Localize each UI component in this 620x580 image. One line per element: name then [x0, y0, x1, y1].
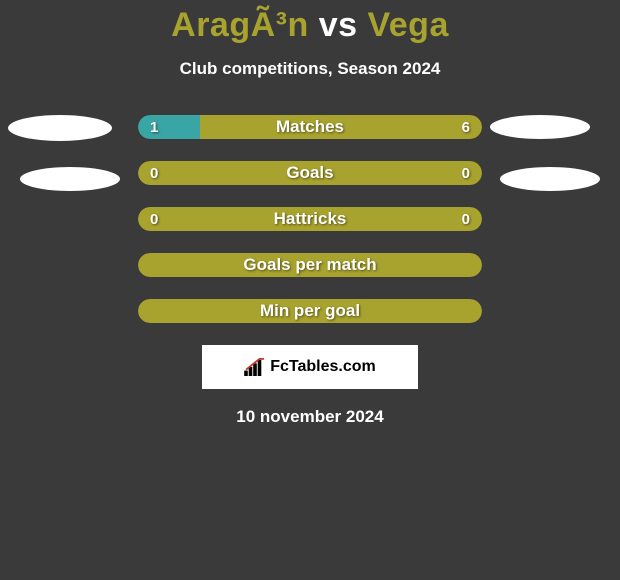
- stat-row: Min per goal: [138, 299, 482, 323]
- stat-row: 00Goals: [138, 161, 482, 185]
- brand-logo: FcTables.com: [244, 358, 376, 376]
- player1-badge-bottom: [20, 167, 120, 191]
- stat-label: Hattricks: [138, 207, 482, 231]
- stat-row: Goals per match: [138, 253, 482, 277]
- brand-text: FcTables.com: [270, 358, 376, 376]
- player1-name: AragÃ³n: [171, 6, 309, 44]
- stat-label: Goals per match: [138, 253, 482, 277]
- footer-brand-box[interactable]: FcTables.com: [202, 345, 418, 389]
- player2-name: Vega: [367, 6, 448, 44]
- player1-badge-top: [8, 115, 112, 141]
- bars-icon: [244, 358, 266, 376]
- stat-label: Min per goal: [138, 299, 482, 323]
- stat-rows: 16Matches 00Goals 00Hattricks Goals per mat…: [138, 115, 482, 323]
- vs-text: vs: [309, 6, 368, 44]
- date-text: 10 november 2024: [0, 407, 620, 427]
- player2-badge-top: [490, 115, 590, 139]
- chart-area: 16Matches 00Goals 00Hattricks Goals per mat…: [0, 115, 620, 427]
- player2-badge-bottom: [500, 167, 600, 191]
- infographic-container: AragÃ³n vs Vega Club competitions, Seaso…: [0, 0, 620, 427]
- page-title: AragÃ³n vs Vega: [0, 6, 620, 45]
- subtitle: Club competitions, Season 2024: [0, 59, 620, 79]
- stat-label: Goals: [138, 161, 482, 185]
- stat-row: 16Matches: [138, 115, 482, 139]
- stat-label: Matches: [138, 115, 482, 139]
- stat-row: 00Hattricks: [138, 207, 482, 231]
